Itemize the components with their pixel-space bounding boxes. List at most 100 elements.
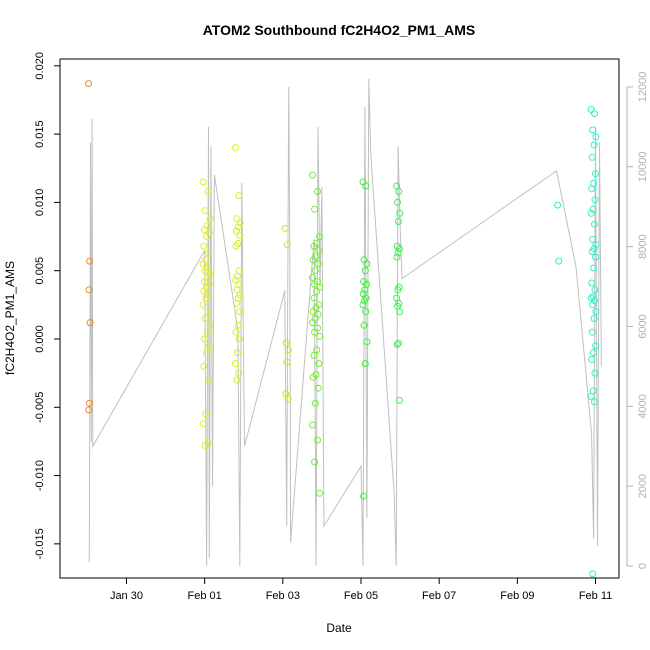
x-tick-label: Feb 07 [422, 590, 456, 602]
y-tick-label: 0.010 [34, 189, 46, 217]
data-point [311, 458, 319, 466]
data-point [591, 369, 599, 377]
data-point [204, 188, 212, 195]
data-point [591, 286, 599, 294]
x-tick-label: Feb 05 [344, 590, 378, 602]
data-point [85, 286, 93, 294]
line-layer [88, 78, 602, 567]
data-point [555, 257, 563, 265]
y2-tick-label: 2000 [637, 474, 649, 498]
data-point [589, 126, 597, 134]
data-point [588, 153, 596, 161]
data-point [316, 489, 324, 497]
x-tick-label: Jan 30 [110, 590, 143, 602]
data-point [201, 335, 208, 343]
data-point [201, 207, 209, 215]
y2-tick-label: 8000 [637, 234, 649, 258]
data-point [233, 272, 241, 280]
y-tick-label: 0.005 [34, 257, 46, 285]
data-point [360, 321, 368, 329]
x-tick-label: Feb 03 [266, 590, 300, 602]
y-tick-label: 0.015 [34, 120, 46, 148]
data-point [203, 328, 211, 336]
data-point [587, 209, 595, 217]
data-point [589, 301, 597, 309]
data-point [361, 286, 369, 294]
data-point [236, 308, 244, 316]
data-point [591, 220, 598, 228]
data-point [311, 205, 319, 213]
data-point [591, 110, 598, 118]
data-point [394, 286, 402, 294]
data-point [235, 335, 243, 343]
y-tick-label: -0.005 [34, 392, 46, 423]
data-point [205, 376, 213, 384]
data-point [233, 349, 241, 357]
data-point [588, 248, 596, 256]
data-point [590, 349, 598, 357]
data-point [591, 196, 599, 204]
data-point [394, 198, 401, 206]
data-point [310, 294, 318, 302]
data-point [362, 182, 370, 190]
y2-tick-label: 12000 [637, 72, 649, 103]
data-point [85, 80, 92, 88]
data-point [554, 201, 562, 209]
data-point [86, 257, 94, 265]
data-point [200, 362, 208, 370]
data-point [86, 319, 94, 327]
data-point [314, 260, 322, 268]
data-point [394, 249, 402, 257]
data-point [592, 253, 599, 261]
data-point [203, 233, 211, 241]
data-point [360, 492, 368, 500]
data-point [201, 267, 209, 275]
data-point [589, 570, 597, 578]
data-point [232, 144, 239, 152]
data-point [592, 133, 600, 141]
data-point [362, 308, 370, 316]
data-point [199, 260, 207, 268]
data-point [199, 301, 207, 309]
data-point [393, 253, 401, 261]
data-point [309, 256, 317, 264]
data-point [590, 141, 598, 149]
data-point [395, 188, 403, 195]
y2-tick-label: 10000 [637, 151, 649, 182]
data-point [588, 328, 596, 336]
data-point [236, 231, 244, 239]
data-point [86, 399, 93, 407]
data-point [284, 346, 292, 354]
data-point [235, 369, 243, 377]
data-point [592, 308, 600, 316]
data-point [314, 310, 322, 318]
plot-frame [59, 58, 620, 579]
data-point [310, 242, 318, 250]
y2-tick-label: 0 [637, 563, 649, 569]
data-point [394, 218, 402, 225]
data-point [232, 328, 240, 336]
data-point [311, 328, 319, 336]
data-point [313, 346, 321, 354]
x-tick-label: Feb 11 [579, 590, 612, 602]
data-point [200, 242, 208, 250]
data-point [205, 342, 213, 350]
data-point [232, 242, 240, 250]
y2-tick-label: 4000 [637, 394, 649, 418]
data-point [233, 300, 240, 307]
data-point [592, 170, 599, 178]
data-point [309, 421, 316, 429]
data-point [201, 315, 209, 322]
y2-tick-label: 6000 [637, 314, 649, 338]
data-point [316, 332, 324, 340]
y-tick-label: -0.015 [34, 528, 46, 559]
data-point [590, 315, 598, 322]
data-point [233, 286, 241, 294]
data-point [396, 308, 404, 316]
data-point [316, 233, 324, 241]
data-point [203, 349, 211, 357]
axis-layer: Jan 30 Feb 01 Feb 03 Feb 05 Feb 07 Feb 09 Feb … [34, 52, 649, 602]
data-point [589, 205, 597, 213]
data-point [314, 384, 322, 392]
